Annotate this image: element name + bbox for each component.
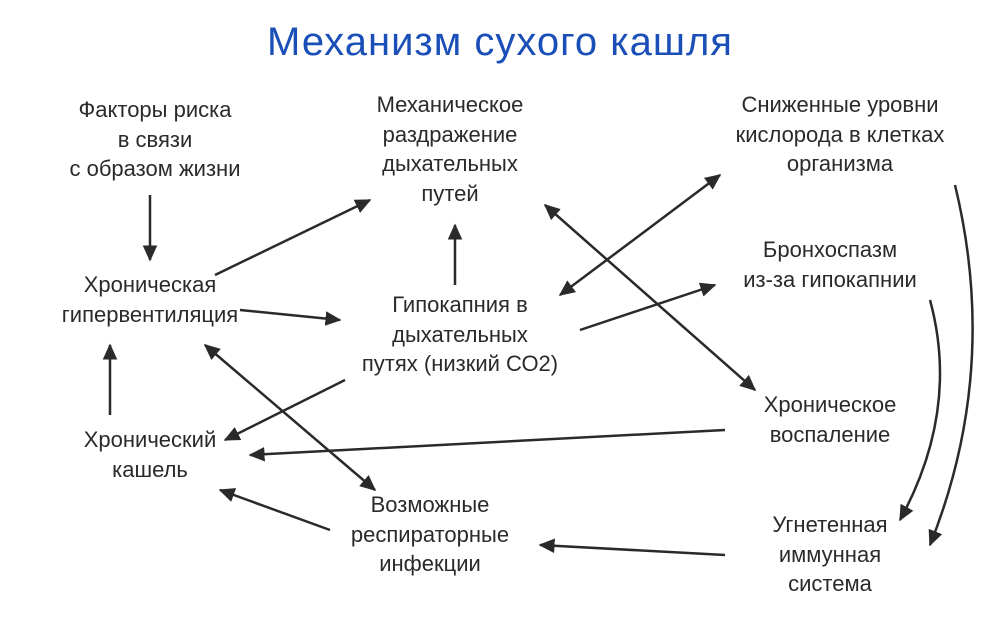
node-cough: Хроническийкашель — [50, 425, 250, 484]
node-immune: Угнетеннаяиммуннаясистема — [730, 510, 930, 599]
diagram-title: Механизм сухого кашля — [0, 20, 1000, 65]
node-broncho: Бронхоспазмиз-за гипокапнии — [700, 235, 960, 294]
edge-immune-infect — [540, 545, 725, 555]
edge-hypo-oxygen — [560, 175, 720, 295]
edge-hyper-mech — [215, 200, 370, 275]
edge-hypo-broncho — [580, 285, 715, 330]
node-inflam: Хроническоевоспаление — [720, 390, 940, 449]
edge-inflam-cough — [250, 430, 725, 455]
node-hyper: Хроническаягипервентиляция — [30, 270, 270, 329]
node-mech: Механическоераздражениедыхательныхпутей — [330, 90, 570, 209]
node-hypo: Гипокапния вдыхательныхпутях (низкий СО2… — [320, 290, 600, 379]
node-infect: Возможныереспираторныеинфекции — [310, 490, 550, 579]
node-oxygen: Сниженные уровникислорода в клеткахорган… — [700, 90, 980, 179]
node-risk: Факторы рискав связис образом жизни — [45, 95, 265, 184]
